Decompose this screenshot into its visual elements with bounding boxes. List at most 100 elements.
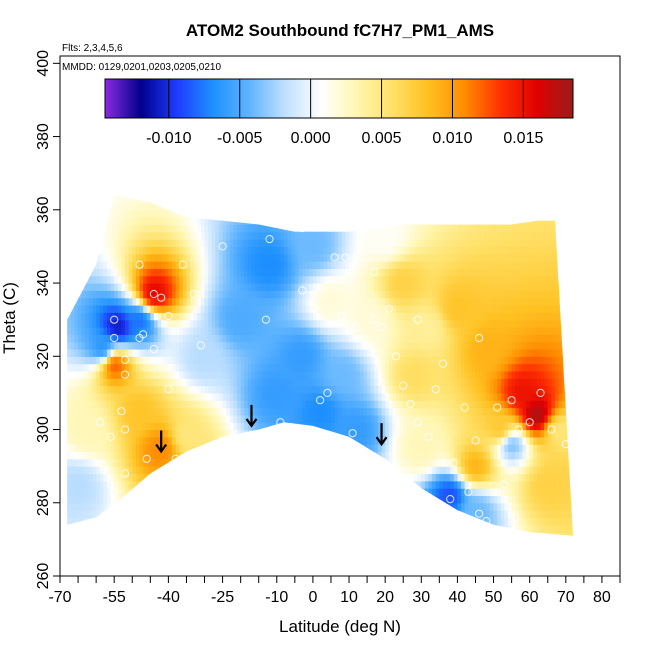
heatmap-cell — [396, 400, 401, 409]
heatmap-cell — [486, 261, 491, 269]
heatmap-cell — [403, 297, 408, 306]
heatmap-cell — [262, 348, 267, 357]
heatmap-cell — [247, 312, 253, 321]
heatmap-cell — [305, 422, 310, 431]
heatmap-cell — [414, 392, 419, 401]
heatmap-cell — [352, 305, 357, 313]
heatmap-cell — [135, 202, 141, 211]
heatmap-cell — [435, 473, 440, 482]
heatmap-cell — [482, 305, 487, 313]
heatmap-cell — [197, 356, 202, 365]
heatmap-cell — [349, 224, 354, 233]
heatmap-cell — [330, 407, 336, 416]
heatmap-cell — [85, 400, 90, 409]
heatmap-cell — [406, 217, 412, 226]
heatmap-cell — [229, 312, 235, 321]
heatmap-cell — [294, 268, 300, 277]
heatmap-cell — [367, 275, 372, 284]
heatmap-cell — [67, 385, 72, 394]
heatmap-cell — [208, 268, 213, 277]
heatmap-cell — [515, 326, 520, 335]
heatmap-cell — [500, 326, 505, 335]
heatmap-cell — [81, 341, 86, 350]
heatmap-cell — [399, 356, 404, 365]
heatmap-cell — [190, 268, 195, 277]
heatmap-cell — [190, 370, 195, 379]
heatmap-cell — [208, 305, 213, 313]
heatmap-cell — [316, 275, 321, 284]
heatmap-cell — [106, 224, 112, 233]
heatmap-cell — [211, 253, 216, 262]
heatmap-cell — [482, 239, 487, 248]
heatmap-cell — [273, 385, 278, 394]
heatmap-cell — [359, 275, 365, 284]
heatmap-cell — [428, 400, 433, 409]
heatmap-cell — [309, 283, 314, 291]
heatmap-cell — [240, 239, 245, 248]
heatmap-cell — [493, 436, 498, 445]
heatmap-cell — [190, 356, 195, 365]
heatmap-cell — [432, 436, 437, 445]
heatmap-cell — [262, 239, 267, 248]
heatmap-cell — [139, 341, 144, 350]
heatmap-cell — [67, 466, 68, 475]
heatmap-cell — [125, 495, 130, 504]
heatmap-cell — [229, 385, 235, 394]
heatmap-cell — [428, 458, 433, 467]
heatmap-cell — [229, 378, 235, 387]
heatmap-cell — [121, 195, 126, 196]
heatmap-cell — [377, 341, 383, 350]
heatmap-cell — [312, 392, 318, 401]
heatmap-cell — [540, 253, 545, 262]
heatmap-cell — [168, 378, 173, 387]
heatmap-cell — [222, 209, 227, 218]
heatmap-cell — [190, 224, 195, 233]
heatmap-cell — [442, 312, 448, 321]
heatmap-cell — [143, 422, 148, 431]
heatmap-cell — [518, 532, 524, 536]
heatmap-cell — [356, 261, 361, 269]
heatmap-cell — [377, 275, 383, 284]
heatmap-cell — [291, 246, 296, 255]
heatmap-cell — [511, 495, 516, 504]
heatmap-cell — [377, 326, 383, 335]
heatmap-cell — [475, 363, 480, 372]
heatmap-cell — [135, 224, 141, 233]
heatmap-cell — [251, 290, 256, 299]
heatmap-cell — [88, 436, 94, 445]
heatmap-cell — [172, 436, 177, 445]
heatmap-cell — [117, 400, 123, 409]
heatmap-cell — [146, 363, 151, 372]
heatmap-cell — [251, 209, 256, 218]
heatmap-cell — [125, 195, 130, 196]
heatmap-cell — [370, 224, 375, 233]
heatmap-cell — [526, 348, 531, 357]
heatmap-cell — [544, 436, 549, 445]
heatmap-cell — [273, 297, 278, 306]
heatmap-cell — [312, 356, 318, 365]
heatmap-cell — [349, 436, 354, 445]
heatmap-cell — [291, 239, 296, 248]
heatmap-cell — [374, 385, 379, 394]
heatmap-cell — [125, 400, 130, 409]
heatmap-cell — [435, 429, 440, 438]
heatmap-cell — [381, 370, 386, 379]
heatmap-cell — [367, 217, 372, 226]
heatmap-cell — [450, 444, 455, 453]
heatmap-cell — [540, 348, 545, 357]
heatmap-cell — [309, 348, 314, 357]
heatmap-cell — [493, 488, 498, 497]
heatmap-cell — [392, 290, 397, 299]
heatmap-cell — [359, 451, 365, 460]
heatmap-cell — [273, 378, 278, 387]
heatmap-cell — [157, 422, 162, 431]
heatmap-cell — [410, 312, 415, 321]
heatmap-cell — [157, 400, 162, 409]
heatmap-cell — [200, 370, 206, 379]
heatmap-cell — [410, 305, 415, 313]
heatmap-cell — [179, 363, 184, 372]
heatmap-cell — [461, 414, 466, 423]
heatmap-cell — [399, 458, 404, 467]
heatmap-cell — [334, 246, 339, 255]
heatmap-cell — [273, 231, 278, 240]
